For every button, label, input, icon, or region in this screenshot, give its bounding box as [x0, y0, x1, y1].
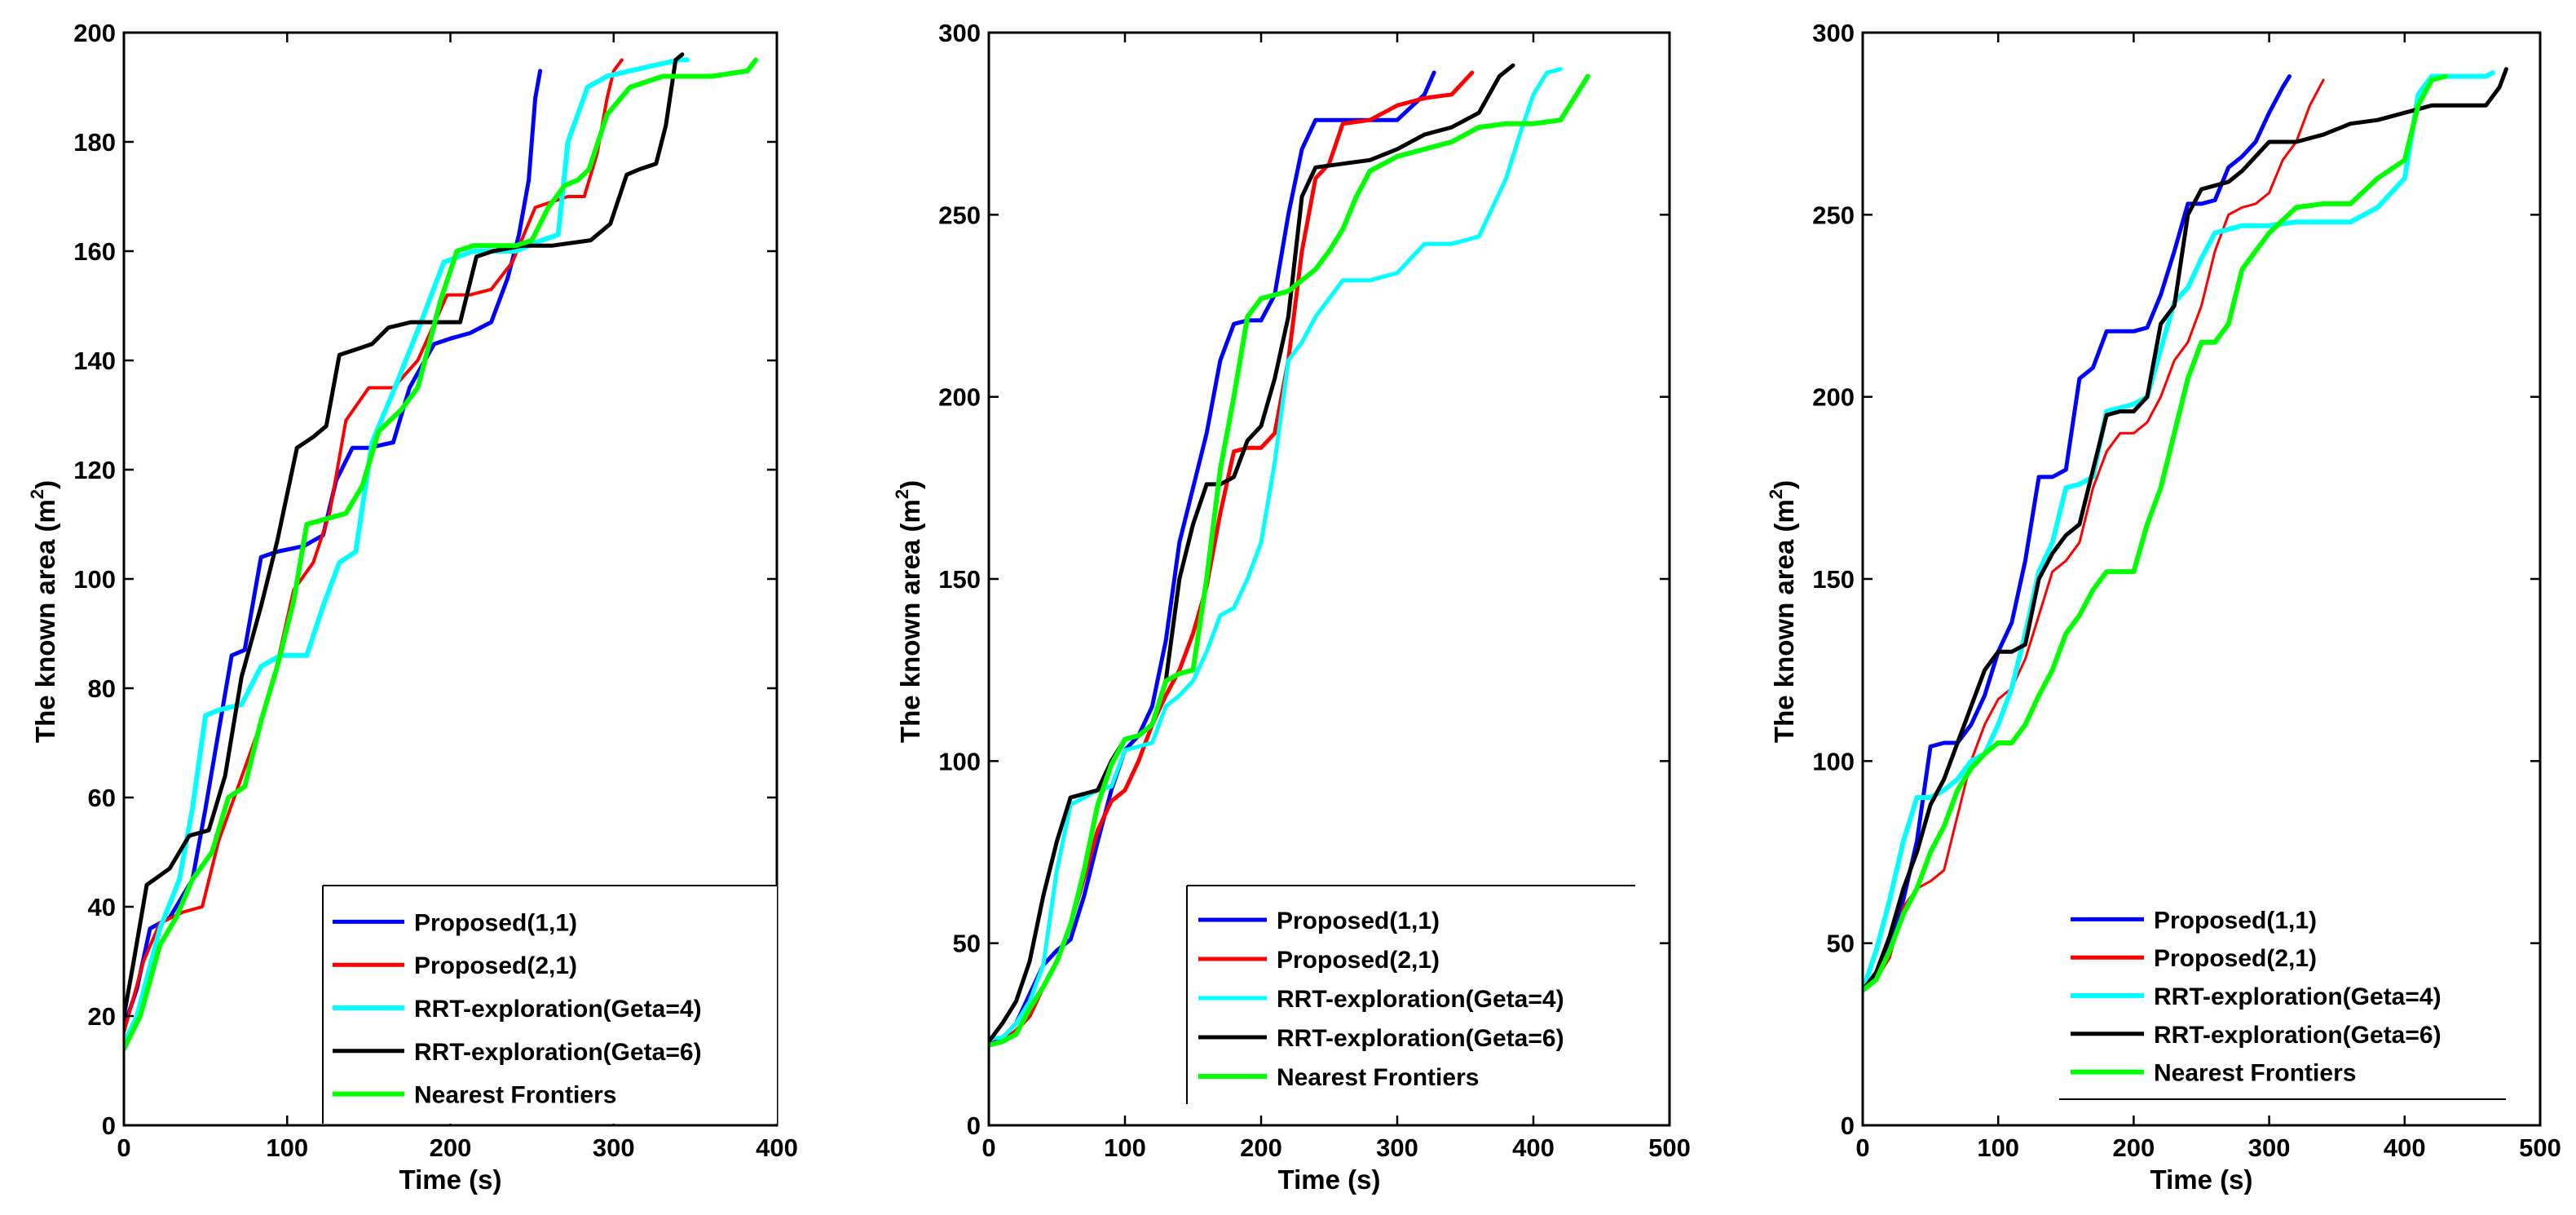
series-line-rrt-exploration-geta-6 [1863, 67, 2508, 993]
series-line-proposed-2-1 [124, 58, 624, 1035]
x-tick-label: 500 [2519, 1133, 2561, 1162]
legend-entry-label: Proposed(1,1) [2154, 907, 2317, 934]
x-axis-label: Time (s) [399, 1164, 502, 1195]
y-tick-label: 160 [73, 237, 116, 266]
x-tick-label: 100 [266, 1133, 308, 1162]
chart-panel-1: 0 100 200 300 400 0 20 40 60 80 100 120 140 160 180 200… [27, 19, 798, 1195]
x-axis-label: Time (s) [2150, 1164, 2253, 1195]
y-tick-label: 60 [88, 784, 116, 812]
x-tick-label: 200 [430, 1133, 472, 1162]
x-tick-label: 0 [981, 1133, 995, 1162]
series-line-rrt-exploration-geta-4 [124, 57, 690, 1046]
x-tick-label: 200 [1240, 1133, 1282, 1162]
legend-entry-label: RRT-exploration(Geta=4) [414, 996, 702, 1023]
legend: Proposed(1,1) Proposed(2,1) RRT-exploratio… [322, 885, 777, 1124]
y-tick-label: 180 [73, 128, 116, 157]
legend-entry-label: Proposed(1,1) [1277, 908, 1440, 934]
legend: Proposed(1,1) Proposed(2,1) RRT-exploratio… [1186, 885, 1635, 1104]
x-tick-label: 0 [117, 1133, 130, 1162]
y-tick-label: 300 [1812, 19, 1855, 47]
y-tick-label: 100 [1812, 747, 1855, 775]
y-tick-label: 40 [88, 893, 116, 921]
x-tick-label: 100 [1977, 1133, 2019, 1162]
legend-entry-label: Nearest Frontiers [414, 1082, 616, 1109]
y-axis-label: The known area (m2) [892, 480, 925, 743]
legend-background [1187, 886, 1635, 1104]
legend-entry-label: Proposed(2,1) [414, 952, 577, 979]
x-tick-label: 300 [2248, 1133, 2291, 1162]
legend-entry-label: Proposed(2,1) [1277, 947, 1440, 974]
y-tick-label: 80 [88, 674, 116, 703]
y-tick-label: 20 [88, 1002, 116, 1031]
y-tick-label: 50 [953, 930, 981, 958]
x-tick-label: 0 [1855, 1133, 1869, 1162]
x-tick-label: 400 [2384, 1133, 2426, 1162]
y-axis-label: The known area (m2) [1766, 480, 1799, 743]
y-tick-label: 150 [1812, 565, 1855, 594]
legend-entry-label: RRT-exploration(Geta=4) [2154, 983, 2441, 1010]
legend-entry-label: Nearest Frontiers [1277, 1064, 1479, 1091]
y-tick-label: 0 [102, 1111, 116, 1140]
series-line-proposed-1-1 [1863, 74, 2291, 993]
series-line-rrt-exploration-geta-4 [1863, 70, 2495, 993]
x-tick-label: 400 [1512, 1133, 1555, 1162]
series-line-proposed-1-1 [124, 68, 543, 1029]
y-tick-label: 250 [938, 201, 981, 229]
y-tick-label: 200 [1812, 383, 1855, 412]
y-axis-label: The known area (m2) [27, 480, 60, 743]
legend-entry-label: RRT-exploration(Geta=4) [1277, 986, 1564, 1013]
series-line-rrt-exploration-geta-6 [124, 52, 685, 1018]
series-group [1863, 67, 2508, 993]
series-group [989, 63, 1590, 1048]
y-tick-label: 150 [938, 565, 981, 594]
y-tick-label: 250 [1812, 201, 1855, 229]
series-line-rrt-exploration-geta-4 [989, 67, 1563, 1040]
y-tick-label: 300 [938, 19, 981, 47]
legend: Proposed(1,1) Proposed(2,1) RRT-exploratio… [2059, 886, 2506, 1100]
legend-entry-label: RRT-exploration(Geta=6) [2154, 1022, 2441, 1049]
x-tick-label: 300 [593, 1133, 635, 1162]
series-group [124, 52, 758, 1052]
y-tick-label: 140 [73, 347, 116, 375]
y-tick-label: 200 [938, 383, 981, 412]
series-line-nearest-frontiers [124, 57, 758, 1052]
legend-background [323, 886, 777, 1124]
series-line-nearest-frontiers [989, 73, 1590, 1048]
series-line-proposed-1-1 [989, 70, 1436, 1048]
y-tick-label: 0 [967, 1111, 981, 1140]
x-axis-label: Time (s) [1278, 1164, 1381, 1195]
legend-entry-label: RRT-exploration(Geta=6) [414, 1039, 702, 1066]
x-tick-label: 200 [2113, 1133, 2155, 1162]
y-tick-label: 0 [1841, 1111, 1855, 1140]
y-tick-label: 100 [73, 565, 116, 594]
legend-entry-label: Proposed(2,1) [2154, 945, 2317, 972]
x-tick-label: 300 [1376, 1133, 1418, 1162]
series-line-proposed-2-1 [1863, 78, 2325, 988]
series-line-nearest-frontiers [1863, 73, 2448, 993]
legend-entry-label: RRT-exploration(Geta=6) [1277, 1025, 1564, 1052]
x-tick-label: 500 [1648, 1133, 1691, 1162]
legend-entry-label: Proposed(1,1) [414, 909, 577, 936]
y-tick-label: 120 [73, 456, 116, 484]
y-tick-label: 100 [938, 747, 981, 775]
y-tick-label: 200 [73, 19, 116, 47]
x-tick-label: 100 [1104, 1133, 1146, 1162]
y-tick-label: 50 [1827, 930, 1855, 958]
legend-entry-label: Nearest Frontiers [2154, 1060, 2356, 1087]
series-line-rrt-exploration-geta-6 [989, 63, 1515, 1044]
x-tick-label: 400 [756, 1133, 798, 1162]
